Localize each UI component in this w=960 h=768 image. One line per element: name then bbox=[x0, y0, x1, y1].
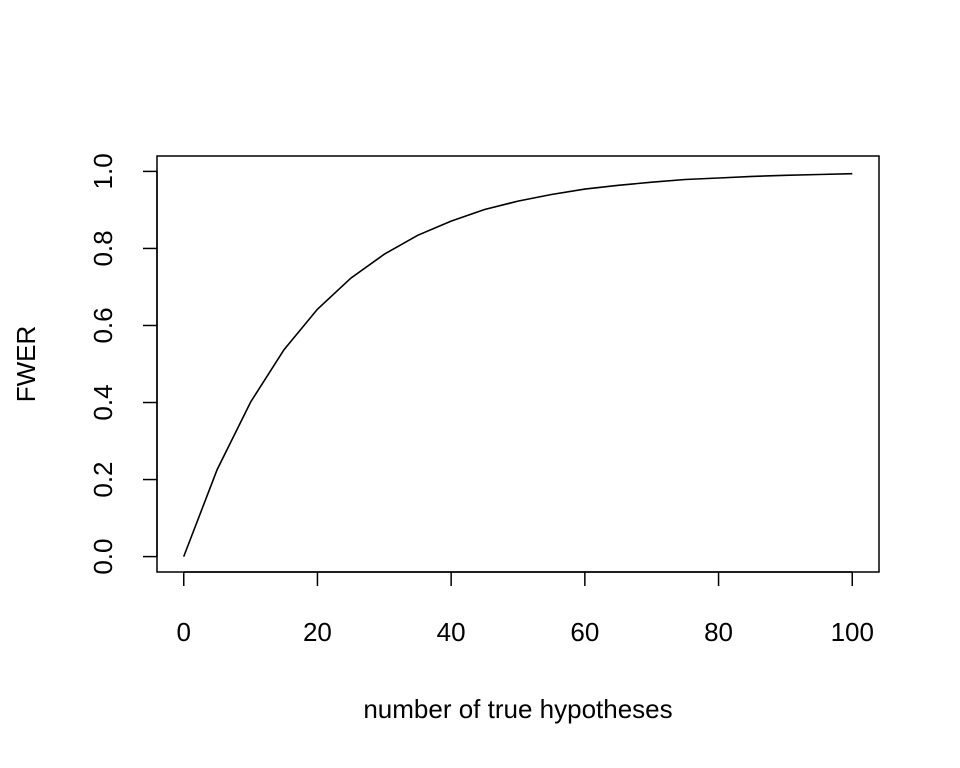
x-tick-label: 40 bbox=[437, 617, 466, 647]
y-tick-label: 0.0 bbox=[88, 539, 118, 575]
x-tick-label: 20 bbox=[303, 617, 332, 647]
x-tick-label: 0 bbox=[177, 617, 191, 647]
y-tick-label: 0.2 bbox=[88, 461, 118, 497]
fwer-line bbox=[182, 172, 853, 557]
y-axis-title: FWER bbox=[11, 326, 41, 403]
y-tick-label: 1.0 bbox=[88, 153, 118, 189]
y-tick-label: 0.8 bbox=[88, 230, 118, 266]
x-tick-label: 60 bbox=[570, 617, 599, 647]
x-axis: 0 20 40 60 80 100 bbox=[177, 571, 874, 647]
y-tick-label: 0.6 bbox=[88, 307, 118, 343]
y-tick-label: 0.4 bbox=[88, 384, 118, 420]
x-axis-title: number of true hypotheses bbox=[363, 694, 672, 724]
x-tick-label: 80 bbox=[704, 617, 733, 647]
y-axis: 0.0 0.2 0.4 0.6 0.8 1.0 bbox=[88, 153, 158, 575]
plot-frame bbox=[156, 155, 880, 573]
x-tick-label: 100 bbox=[831, 617, 874, 647]
